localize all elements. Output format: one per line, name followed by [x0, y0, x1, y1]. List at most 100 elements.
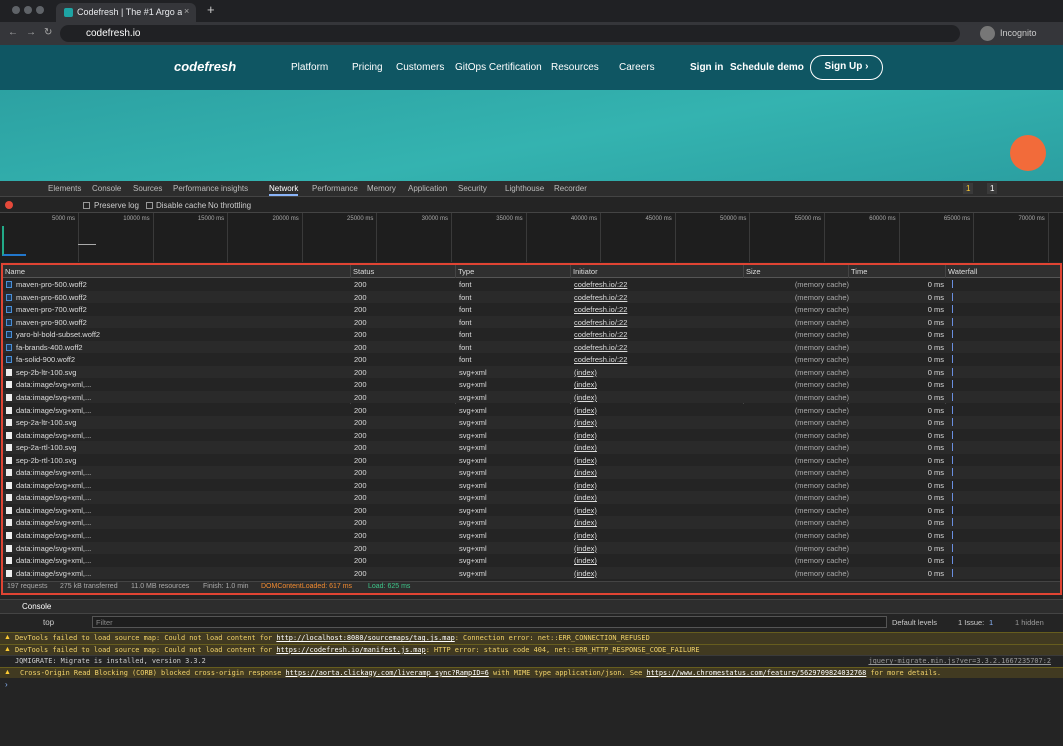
waterfall-tick [952, 456, 953, 464]
cell[interactable]: codefresh.io/:22 [574, 343, 627, 352]
console-tab[interactable]: Console [22, 602, 51, 611]
schedule-demo[interactable]: Schedule demo [730, 62, 804, 73]
nav-buttons[interactable]: ←→↻ [8, 27, 60, 38]
panel-tab[interactable]: Elements [48, 184, 81, 193]
column-header[interactable]: Initiator [573, 267, 598, 276]
cell[interactable]: (index) [574, 531, 597, 540]
cell: (memory cache) [746, 569, 849, 578]
cell[interactable]: (index) [574, 481, 597, 490]
cell[interactable]: (index) [574, 418, 597, 427]
column-header[interactable]: Type [458, 267, 474, 276]
file-icon [6, 482, 12, 489]
logo[interactable]: codefresh [174, 59, 236, 74]
panel-tab[interactable]: Sources [133, 184, 162, 193]
nav-link[interactable]: Resources [551, 62, 599, 73]
column-header[interactable]: Waterfall [948, 267, 977, 276]
panel-tab[interactable]: Application [408, 184, 447, 193]
panel-tab[interactable]: Performance insights [173, 184, 248, 193]
cell[interactable]: (index) [574, 456, 597, 465]
issues-count[interactable]: 1 [989, 618, 993, 627]
cell[interactable]: (index) [574, 368, 597, 377]
record-button[interactable] [5, 201, 13, 209]
column-header[interactable]: Status [353, 267, 374, 276]
cell: font [459, 280, 472, 289]
panel-tab[interactable]: Security [458, 184, 487, 193]
overview-grid-line [227, 213, 228, 262]
sign-up-button[interactable]: Sign Up › [810, 55, 883, 80]
cell[interactable]: (index) [574, 569, 597, 578]
checkbox[interactable] [83, 202, 90, 209]
cell[interactable]: codefresh.io/:22 [574, 355, 627, 364]
file-icon [6, 457, 12, 464]
cell[interactable]: (index) [574, 393, 597, 402]
nav-link[interactable]: Platform [291, 62, 328, 73]
message-link[interactable]: https://codefresh.io/manifest.js.map [276, 646, 425, 654]
cell: 200 [354, 544, 367, 553]
nav-link[interactable]: Customers [396, 62, 444, 73]
cell[interactable]: codefresh.io/:22 [574, 318, 627, 327]
disable-cache: Disable cache [156, 201, 206, 210]
cell[interactable]: (index) [574, 518, 597, 527]
new-tab[interactable]: + [207, 2, 215, 17]
summary-item: Load: 625 ms [368, 583, 410, 590]
prompt: › [5, 680, 8, 689]
messages-badge[interactable]: 1 [987, 183, 997, 194]
waterfall-tick [952, 556, 953, 564]
cell[interactable]: (index) [574, 380, 597, 389]
issues-label[interactable]: 1 Issue: [958, 618, 984, 627]
cell[interactable]: (index) [574, 544, 597, 553]
browser-tab[interactable]: Codefresh | The #1 Argo and G × [56, 3, 196, 22]
warnings-badge[interactable]: 1 [963, 183, 973, 194]
panel-tab[interactable]: Network [269, 184, 298, 196]
sign-in[interactable]: Sign in [690, 62, 723, 73]
cell[interactable]: (index) [574, 468, 597, 477]
overview-grid-line [153, 213, 154, 262]
cell[interactable]: (index) [574, 431, 597, 440]
profile-icon[interactable] [980, 26, 995, 41]
waterfall-tick [952, 431, 953, 439]
panel-tab[interactable]: Console [92, 184, 121, 193]
message-source[interactable]: jquery-migrate.min.js?ver=3.3.2.16672357… [868, 657, 1051, 665]
panel-tab[interactable]: Recorder [554, 184, 587, 193]
cell[interactable]: (index) [574, 556, 597, 565]
cell: 200 [354, 556, 367, 565]
cell[interactable]: codefresh.io/:22 [574, 293, 627, 302]
cell[interactable]: (index) [574, 506, 597, 515]
cell[interactable]: codefresh.io/:22 [574, 330, 627, 339]
cell[interactable]: (index) [574, 493, 597, 502]
panel-tab[interactable]: Memory [367, 184, 396, 193]
cell: (memory cache) [746, 343, 849, 352]
filter-placeholder: Filter [96, 618, 113, 627]
chat-button[interactable] [1010, 135, 1046, 171]
nav-link[interactable]: GitOps Certification [455, 62, 542, 73]
nav-link[interactable]: Careers [619, 62, 655, 73]
cell[interactable]: codefresh.io/:22 [574, 305, 627, 314]
cell[interactable]: (index) [574, 406, 597, 415]
cell: 0 ms [851, 293, 944, 302]
context-select[interactable]: top [43, 618, 54, 627]
message-link[interactable]: https://www.chromestatus.com/feature/562… [646, 669, 866, 677]
panel-tab[interactable]: Lighthouse [505, 184, 544, 193]
message-link[interactable]: https://aorta.clickagy.com/liveramp_sync… [286, 669, 489, 677]
close-icon[interactable]: × [184, 6, 189, 16]
cell[interactable]: codefresh.io/:22 [574, 280, 627, 289]
levels-select[interactable]: Default levels [892, 618, 937, 627]
cell: svg+xml [459, 406, 487, 415]
checkbox[interactable] [146, 202, 153, 209]
overview-tick-label: 25000 ms [316, 216, 373, 222]
preserve-log: Preserve log [94, 201, 139, 210]
column-header[interactable]: Size [746, 267, 761, 276]
panel-tab[interactable]: Performance [312, 184, 358, 193]
message-link[interactable]: http://localhost:8080/sourcemaps/tag.js.… [276, 634, 454, 642]
throttling[interactable]: No throttling [208, 201, 251, 210]
nav-link[interactable]: Pricing [352, 62, 383, 73]
cell[interactable]: (index) [574, 443, 597, 452]
cell: svg+xml [459, 544, 487, 553]
column-header[interactable]: Time [851, 267, 867, 276]
cell: 0 ms [851, 518, 944, 527]
file-icon [6, 532, 12, 539]
address-bar[interactable]: codefresh.io [60, 25, 960, 42]
window-controls[interactable] [12, 6, 20, 14]
filter-box[interactable] [92, 616, 887, 628]
column-header[interactable]: Name [5, 267, 25, 276]
